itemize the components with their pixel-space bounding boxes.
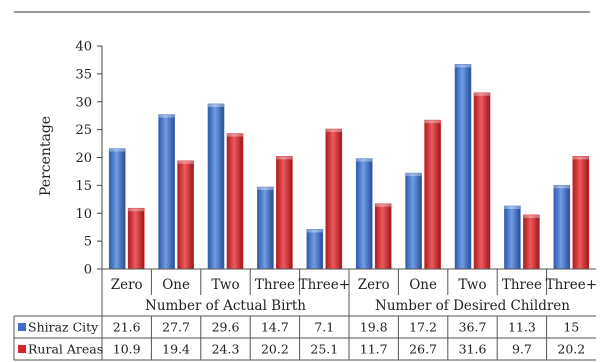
table-value: 10.9 [113, 342, 141, 357]
bar-shiraz-city-1 [158, 114, 175, 270]
bar-top-highlight [356, 158, 373, 162]
table-value: 14.7 [261, 320, 289, 335]
bar-top-highlight [276, 156, 293, 160]
bar-shiraz-city-4 [306, 229, 324, 270]
bar-top-highlight [553, 185, 570, 189]
bar-top-highlight [227, 133, 243, 137]
bar-shiraz-city-9 [553, 185, 571, 270]
group-label: Number of Desired Children [375, 298, 570, 314]
bars [108, 64, 590, 270]
table-value: 21.6 [113, 320, 141, 335]
y-tick-label: 10 [75, 207, 92, 222]
category-label: Three [255, 277, 295, 293]
bar-rural-areas-7 [473, 92, 491, 270]
bar-rural-areas-6 [424, 119, 441, 270]
bar-rural-areas-0 [127, 207, 145, 270]
legend-key-shiraz-city [18, 323, 26, 331]
y-tick-label: 35 [75, 67, 92, 82]
bar-top-highlight [572, 156, 589, 160]
category-label: Two [211, 277, 239, 293]
category-label: Three+ [546, 277, 597, 293]
table-value: 29.6 [212, 320, 240, 335]
category-label: Zero [358, 277, 390, 293]
table-value: 25.1 [310, 342, 338, 357]
table-value: 19.8 [360, 320, 388, 335]
bar-top-highlight [158, 114, 175, 118]
y-tick-label: 0 [84, 263, 92, 278]
legend-label: Shiraz City [28, 320, 99, 335]
bar-top-highlight [128, 208, 145, 212]
bar-top-highlight [424, 120, 441, 124]
table-value: 17.2 [409, 320, 437, 335]
bar-rural-areas-8 [523, 214, 540, 270]
y-tick-label: 40 [75, 40, 92, 55]
bar-shiraz-city-3 [257, 186, 274, 270]
bar-rural-areas-4 [325, 128, 343, 270]
bar-shiraz-city-7 [454, 64, 472, 270]
bar-rural-areas-2 [226, 133, 244, 270]
table-value: 9.7 [512, 342, 532, 357]
bar-top-highlight [375, 203, 392, 207]
bar-top-highlight [109, 148, 126, 152]
bar-rural-areas-9 [572, 156, 590, 270]
legend-key-rural-areas [18, 345, 26, 353]
bar-top-highlight [474, 92, 490, 96]
table-value: 15 [563, 320, 579, 335]
bar-top-highlight [504, 206, 521, 210]
bar-shiraz-city-2 [207, 103, 225, 270]
table-value: 24.3 [212, 342, 240, 357]
bar-shiraz-city-8 [504, 205, 521, 270]
table-value: 26.7 [409, 342, 437, 357]
y-tick-label: 25 [75, 123, 92, 138]
table-value: 11.7 [360, 342, 388, 357]
table-value: 20.2 [557, 342, 585, 357]
bar-top-highlight [208, 103, 224, 107]
bar-top-highlight [306, 229, 323, 233]
y-tick-label: 15 [75, 179, 92, 194]
category-label: One [409, 277, 437, 293]
data-table: Zero One Two Three Three+Number of Actual Bi… [13, 268, 597, 361]
table-value: 7.1 [314, 320, 334, 335]
table-value: 11.3 [508, 320, 536, 335]
bar-top-highlight [523, 214, 540, 218]
category-label: Zero [111, 277, 143, 293]
bar-top-highlight [177, 160, 194, 164]
category-label: Three [502, 277, 542, 293]
group-label: Number of Actual Birth [145, 298, 306, 314]
y-tick-label: 20 [75, 151, 92, 166]
category-label: One [162, 277, 190, 293]
bar-top-highlight [257, 187, 274, 191]
bar-rural-areas-1 [177, 160, 194, 270]
table-value: 27.7 [162, 320, 190, 335]
table-value: 31.6 [459, 342, 487, 357]
y-tick-label: 30 [75, 95, 92, 110]
y-axis-ticks: 0 5 10 15 20 25 30 35 40 [75, 40, 103, 278]
legend-label: Rural Areas [28, 342, 103, 357]
bar-shiraz-city-0 [108, 148, 126, 270]
bar-shiraz-city-6 [405, 172, 422, 270]
bar-top-highlight [455, 64, 471, 68]
bar-top-highlight [405, 173, 422, 177]
table-value: 36.7 [459, 320, 487, 335]
category-label: Three+ [299, 277, 350, 293]
bar-top-highlight [325, 129, 342, 133]
bar-shiraz-city-5 [355, 158, 373, 270]
y-axis-label: Percentage [38, 116, 54, 196]
category-label: Two [458, 277, 486, 293]
y-tick-label: 5 [84, 235, 92, 250]
table-value: 19.4 [162, 342, 190, 357]
bar-rural-areas-3 [276, 156, 293, 270]
table-value: 20.2 [261, 342, 289, 357]
bar-rural-areas-5 [374, 203, 392, 270]
